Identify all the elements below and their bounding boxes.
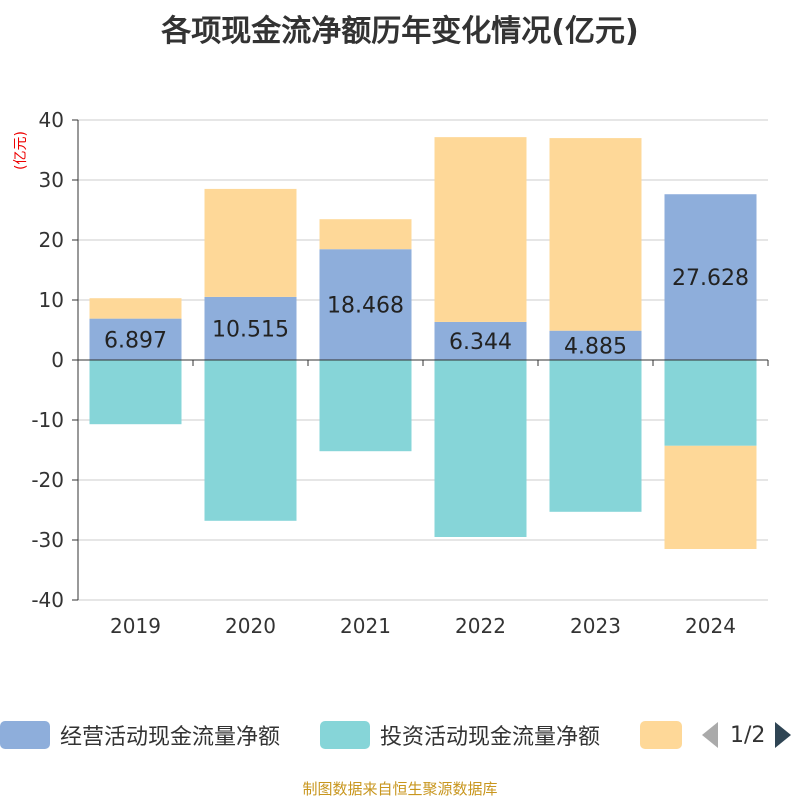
x-tick-label: 2024 bbox=[685, 614, 736, 638]
legend-item-financing[interactable] bbox=[640, 718, 682, 752]
chart-title: 各项现金流净额历年变化情况(亿元) bbox=[161, 14, 639, 49]
x-tick-label: 2021 bbox=[340, 614, 391, 638]
data-label: 27.628 bbox=[672, 266, 749, 291]
bar-2023-series1 bbox=[549, 360, 642, 512]
bar-2021-series0 bbox=[319, 249, 412, 360]
y-tick-label: 10 bbox=[39, 288, 64, 312]
bar-2021-series1 bbox=[319, 360, 412, 452]
bar-2024-series0 bbox=[664, 194, 757, 360]
bar-2020-series2 bbox=[204, 188, 297, 297]
legend-label: 投资活动现金流量净额 bbox=[380, 725, 601, 750]
y-tick-label: -10 bbox=[31, 408, 64, 432]
bar-2019-series1 bbox=[89, 360, 182, 425]
legend-swatch bbox=[0, 721, 50, 749]
data-label: 6.344 bbox=[449, 330, 512, 355]
y-tick-label: 20 bbox=[39, 228, 64, 252]
y-tick-label: -20 bbox=[31, 468, 64, 492]
x-tick-label: 2020 bbox=[225, 614, 276, 638]
bar-2020-series0 bbox=[204, 296, 297, 360]
data-label: 6.897 bbox=[104, 328, 167, 353]
bar-2023-series2 bbox=[549, 138, 642, 331]
y-tick-label: -40 bbox=[31, 588, 64, 612]
y-tick-label: -30 bbox=[31, 528, 64, 552]
bar-2021-series2 bbox=[319, 219, 412, 250]
bar-2019-series2 bbox=[89, 298, 182, 319]
legend-item-investing[interactable]: 投资活动现金流量净额 bbox=[320, 718, 600, 752]
bar-2024-series2 bbox=[664, 445, 757, 549]
data-label: 10.515 bbox=[212, 317, 289, 342]
legend-label: 经营活动现金流量净额 bbox=[60, 725, 281, 750]
data-label: 4.885 bbox=[564, 334, 627, 359]
bar-2022-series0 bbox=[434, 321, 527, 360]
legend-prev-icon[interactable] bbox=[700, 720, 720, 750]
legend-item-operating[interactable]: 经营活动现金流量净额 bbox=[0, 718, 280, 752]
y-tick-label: 40 bbox=[39, 108, 64, 132]
x-tick-label: 2023 bbox=[570, 614, 621, 638]
x-tick-label: 2019 bbox=[110, 614, 161, 638]
data-label: 18.468 bbox=[327, 294, 404, 319]
stacked-bar-chart: 40 30 20 10 0 -10 -20 -30 -40 6.897 2019 10.515 2020… bbox=[31, 108, 769, 638]
bar-2022-series1 bbox=[434, 360, 527, 537]
legend-swatch bbox=[640, 721, 682, 749]
x-tick-label: 2022 bbox=[455, 614, 506, 638]
y-tick-label: 0 bbox=[51, 348, 64, 372]
data-source: 制图数据来自恒生聚源数据库 bbox=[302, 780, 498, 798]
legend-swatch bbox=[320, 721, 370, 749]
y-tick-label: 30 bbox=[39, 168, 64, 192]
bar-2023-series0 bbox=[549, 330, 642, 360]
legend-next-icon[interactable] bbox=[773, 720, 793, 750]
legend-pager: 1/2 bbox=[700, 718, 793, 752]
legend-page: 1/2 bbox=[730, 722, 766, 748]
bar-2019-series0 bbox=[89, 318, 182, 360]
bar-2024-series1 bbox=[664, 360, 757, 446]
bar-2022-series2 bbox=[434, 137, 527, 322]
bar-2020-series1 bbox=[204, 360, 297, 521]
